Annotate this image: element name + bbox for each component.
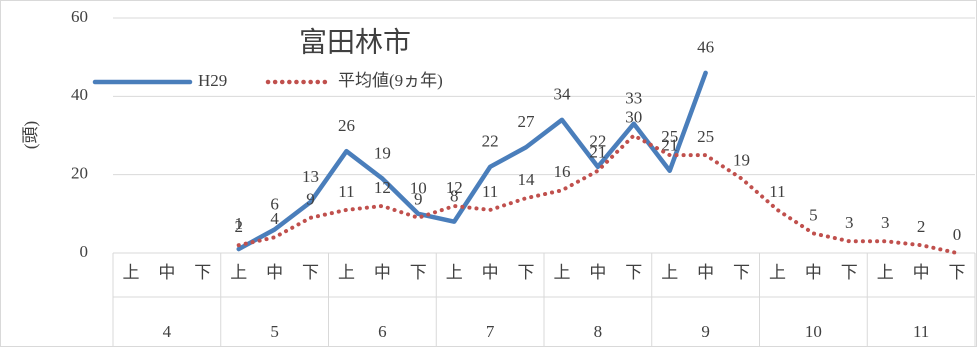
x-group-label: 5 bbox=[270, 322, 279, 341]
legend-label: 平均値(9ヵ年) bbox=[338, 71, 443, 90]
data-label: 10 bbox=[410, 179, 427, 198]
data-label: 26 bbox=[338, 116, 355, 135]
y-axis-label: (頭) bbox=[21, 121, 40, 149]
x-tick-label: 中 bbox=[158, 263, 175, 282]
y-tick-label: 0 bbox=[80, 242, 89, 261]
data-label: 27 bbox=[518, 112, 536, 131]
data-label: 25 bbox=[661, 127, 678, 146]
data-label: 21 bbox=[661, 136, 678, 155]
data-label: 11 bbox=[338, 182, 354, 201]
x-tick-label: 中 bbox=[589, 263, 606, 282]
data-label: 22 bbox=[482, 132, 499, 151]
x-tick-label: 下 bbox=[733, 263, 750, 282]
data-label: 13 bbox=[302, 167, 319, 186]
chart-title: 富田林市 bbox=[299, 26, 411, 58]
x-tick-label: 上 bbox=[446, 263, 463, 282]
series-line bbox=[236, 133, 960, 255]
x-group-label: 6 bbox=[378, 322, 387, 341]
data-label: 46 bbox=[697, 38, 714, 57]
data-label: 12 bbox=[446, 178, 463, 197]
data-label: 3 bbox=[881, 213, 890, 232]
data-label: 16 bbox=[553, 162, 570, 181]
series-line bbox=[236, 70, 708, 252]
data-label: 2 bbox=[917, 217, 926, 236]
x-tick-label: 中 bbox=[482, 263, 499, 282]
data-label: 9 bbox=[306, 190, 315, 209]
x-group-label: 11 bbox=[913, 322, 929, 341]
data-label: 0 bbox=[953, 225, 962, 244]
data-label: 21 bbox=[589, 143, 606, 162]
x-tick-label: 中 bbox=[913, 263, 930, 282]
x-tick-label: 上 bbox=[338, 263, 355, 282]
data-label: 6 bbox=[270, 194, 279, 213]
x-group-label: 7 bbox=[486, 322, 495, 341]
x-group-label: 8 bbox=[594, 322, 603, 341]
data-label: 19 bbox=[374, 143, 391, 162]
y-tick-label: 60 bbox=[71, 7, 88, 26]
x-tick-label: 上 bbox=[230, 263, 247, 282]
data-label: 11 bbox=[482, 182, 498, 201]
x-tick-label: 下 bbox=[841, 263, 858, 282]
data-label: 9 bbox=[414, 190, 423, 209]
data-label: 2 bbox=[234, 217, 243, 236]
data-label: 19 bbox=[733, 150, 750, 169]
x-tick-label: 下 bbox=[194, 263, 211, 282]
x-tick-label: 上 bbox=[661, 263, 678, 282]
x-tick-label: 下 bbox=[302, 263, 319, 282]
x-tick-label: 下 bbox=[410, 263, 427, 282]
x-tick-label: 中 bbox=[374, 263, 391, 282]
data-label: 22 bbox=[589, 132, 606, 151]
x-tick-label: 上 bbox=[122, 263, 139, 282]
data-label: 14 bbox=[518, 170, 536, 189]
data-label: 30 bbox=[625, 107, 642, 126]
x-tick-label: 下 bbox=[949, 263, 966, 282]
data-label: 34 bbox=[553, 85, 571, 104]
x-tick-label: 上 bbox=[877, 263, 894, 282]
data-label: 12 bbox=[374, 178, 391, 197]
x-tick-label: 上 bbox=[769, 263, 786, 282]
data-label: 4 bbox=[270, 209, 279, 228]
x-tick-label: 下 bbox=[625, 263, 642, 282]
data-label: 11 bbox=[769, 182, 785, 201]
data-label: 1 bbox=[234, 214, 243, 233]
x-group-label: 9 bbox=[701, 322, 710, 341]
data-label: 8 bbox=[450, 187, 459, 206]
legend-label: H29 bbox=[198, 71, 227, 90]
x-tick-label: 中 bbox=[697, 263, 714, 282]
x-group-label: 10 bbox=[805, 322, 822, 341]
y-tick-label: 40 bbox=[71, 85, 88, 104]
data-label: 33 bbox=[625, 89, 642, 108]
x-group-label: 4 bbox=[163, 322, 172, 341]
y-tick-label: 20 bbox=[71, 164, 88, 183]
data-label: 25 bbox=[697, 127, 714, 146]
data-label: 5 bbox=[809, 205, 818, 224]
x-tick-label: 中 bbox=[266, 263, 283, 282]
data-label: 3 bbox=[845, 213, 854, 232]
x-tick-label: 上 bbox=[553, 263, 570, 282]
x-tick-label: 中 bbox=[805, 263, 822, 282]
x-tick-label: 下 bbox=[518, 263, 535, 282]
